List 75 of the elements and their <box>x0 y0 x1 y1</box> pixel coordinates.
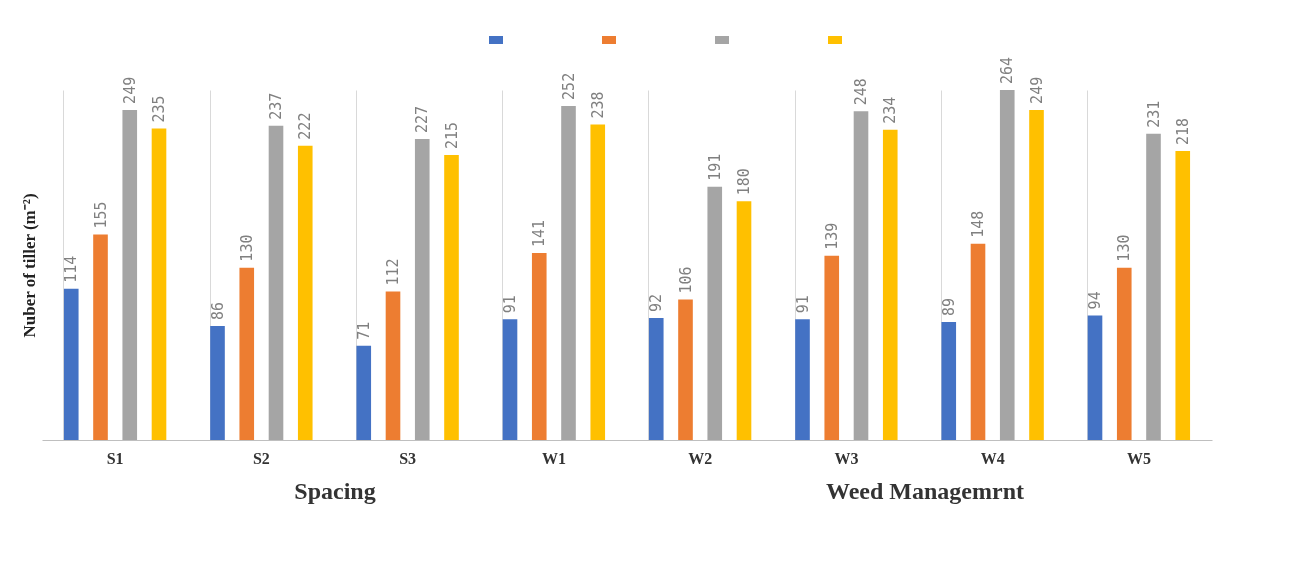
bar <box>678 299 693 440</box>
data-label: 89 <box>939 297 958 317</box>
bar <box>444 154 459 440</box>
data-label: 155 <box>91 201 110 229</box>
data-label: 235 <box>150 95 168 123</box>
bar <box>93 234 108 440</box>
text: Weed Managemrnt <box>826 478 1024 504</box>
data-label: 130 <box>237 234 256 262</box>
x-tick-label: S1 <box>106 449 124 467</box>
bar <box>999 90 1015 440</box>
bar <box>1029 109 1044 440</box>
bar <box>531 253 547 440</box>
bar <box>590 124 606 440</box>
x-tick-label: S3 <box>399 449 417 467</box>
bar <box>648 318 664 440</box>
bar <box>385 291 401 440</box>
data-label: 237 <box>267 92 285 120</box>
data-label: 222 <box>296 112 315 140</box>
y-axis-title: Nuber of tiller (m⁻²) <box>19 193 39 338</box>
bar <box>561 105 576 440</box>
bar <box>122 109 138 440</box>
bar <box>502 319 518 440</box>
data-label: 106 <box>676 266 695 294</box>
data-label: 264 <box>998 56 1017 84</box>
data-label: 71 <box>354 321 373 340</box>
bar <box>414 139 430 440</box>
bar <box>970 243 986 440</box>
bar <box>151 128 167 440</box>
bar <box>1175 150 1191 440</box>
data-label: 114 <box>62 255 81 283</box>
x-tick-label: W5 <box>1126 449 1151 467</box>
bar <box>297 145 313 440</box>
data-label: 252 <box>559 72 578 100</box>
x-tick-label: W1 <box>541 449 566 467</box>
x-tick-label: W4 <box>980 449 1005 467</box>
bar <box>239 267 255 440</box>
bar <box>356 345 372 440</box>
bar <box>736 201 752 440</box>
bar <box>1146 133 1161 440</box>
data-label: 112 <box>384 258 402 286</box>
bar <box>824 255 840 440</box>
bar <box>853 111 869 440</box>
data-label: 141 <box>530 219 549 248</box>
bar <box>1116 267 1132 440</box>
data-label: 191 <box>705 153 724 181</box>
bar <box>882 129 898 440</box>
data-label: 231 <box>1144 100 1163 128</box>
x-tick-label: S2 <box>252 449 270 467</box>
data-label: 215 <box>442 121 461 149</box>
data-label: 86 <box>208 301 227 320</box>
data-label: 91 <box>793 295 812 314</box>
x-tick-label: W2 <box>688 449 713 467</box>
bar <box>210 325 225 440</box>
bar <box>707 186 723 440</box>
data-label: 249 <box>1027 76 1046 104</box>
data-label: 91 <box>501 295 519 314</box>
data-label: 180 <box>735 168 753 196</box>
data-label: 92 <box>647 293 666 313</box>
data-label: 218 <box>1173 117 1192 145</box>
data-label: 234 <box>881 96 900 124</box>
bar <box>795 319 810 440</box>
data-label: 139 <box>822 222 841 250</box>
data-label: 94 <box>1086 291 1104 310</box>
data-label: 238 <box>588 91 607 119</box>
bar <box>268 125 284 440</box>
data-label: 248 <box>852 78 870 106</box>
data-label: 227 <box>413 105 432 134</box>
bar <box>1087 315 1103 440</box>
text: Spacing <box>294 478 376 504</box>
data-label: 249 <box>120 76 139 104</box>
data-label: 148 <box>969 210 987 238</box>
bar <box>63 288 79 440</box>
bar <box>941 322 957 440</box>
data-label: 130 <box>1115 234 1134 262</box>
x-tick-label: W3 <box>834 449 859 467</box>
